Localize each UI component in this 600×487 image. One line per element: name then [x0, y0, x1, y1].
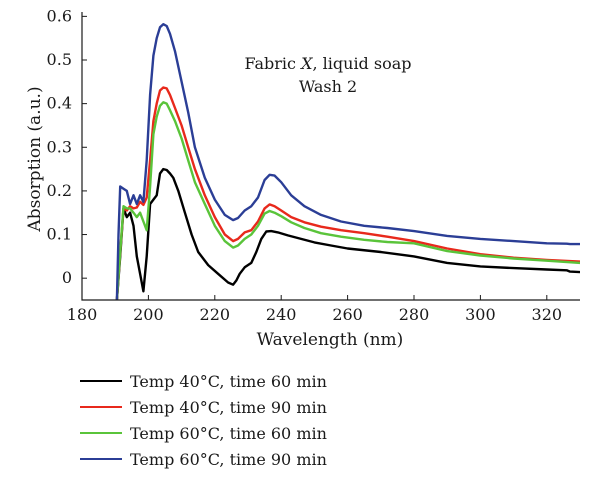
x-axis-ticks: 180 200 220 240 260 280 300 320	[67, 295, 562, 324]
x-tick-label: 320	[532, 305, 563, 324]
x-tick-label: 220	[200, 305, 231, 324]
y-tick-label: 0.6	[47, 6, 72, 25]
legend-swatch	[80, 432, 122, 434]
y-axis-ticks: 0 0.1 0.2 0.3 0.4 0.5 0.6	[47, 6, 87, 287]
x-tick-label: 260	[332, 305, 363, 324]
y-tick-label: 0.1	[47, 225, 72, 244]
annotation-line-1: Fabric X, liquid soap	[244, 54, 411, 73]
series-line	[115, 167, 580, 300]
x-tick-label: 240	[266, 305, 297, 324]
legend-item: Temp 40°C, time 60 min	[80, 368, 327, 394]
y-tick-label: 0	[62, 268, 72, 287]
y-tick-label: 0.2	[47, 181, 72, 200]
x-tick-label: 200	[133, 305, 164, 324]
series-line	[115, 86, 580, 300]
legend-swatch	[80, 380, 122, 382]
y-axis-title: Absorption (a.u.)	[25, 86, 45, 232]
legend-swatch	[80, 458, 122, 460]
annotation-line-2: Wash 2	[299, 77, 357, 96]
legend-label: Temp 40°C, time 90 min	[130, 397, 327, 417]
y-tick-label: 0.5	[47, 50, 72, 69]
legend-item: Temp 60°C, time 60 min	[80, 420, 327, 446]
y-tick-label: 0.4	[47, 94, 72, 113]
legend-label: Temp 60°C, time 60 min	[130, 423, 327, 443]
y-tick-label: 0.3	[47, 137, 72, 156]
legend: Temp 40°C, time 60 min Temp 40°C, time 9…	[80, 368, 327, 472]
legend-swatch	[80, 406, 122, 408]
x-tick-label: 300	[465, 305, 496, 324]
x-tick-label: 280	[399, 305, 430, 324]
x-axis-title: Wavelength (nm)	[257, 330, 404, 350]
legend-item: Temp 60°C, time 90 min	[80, 446, 327, 472]
legend-item: Temp 40°C, time 90 min	[80, 394, 327, 420]
x-tick-label: 180	[67, 305, 98, 324]
legend-label: Temp 40°C, time 60 min	[130, 371, 327, 391]
series-line	[115, 23, 580, 300]
series-line	[115, 101, 580, 300]
legend-label: Temp 60°C, time 90 min	[130, 449, 327, 469]
